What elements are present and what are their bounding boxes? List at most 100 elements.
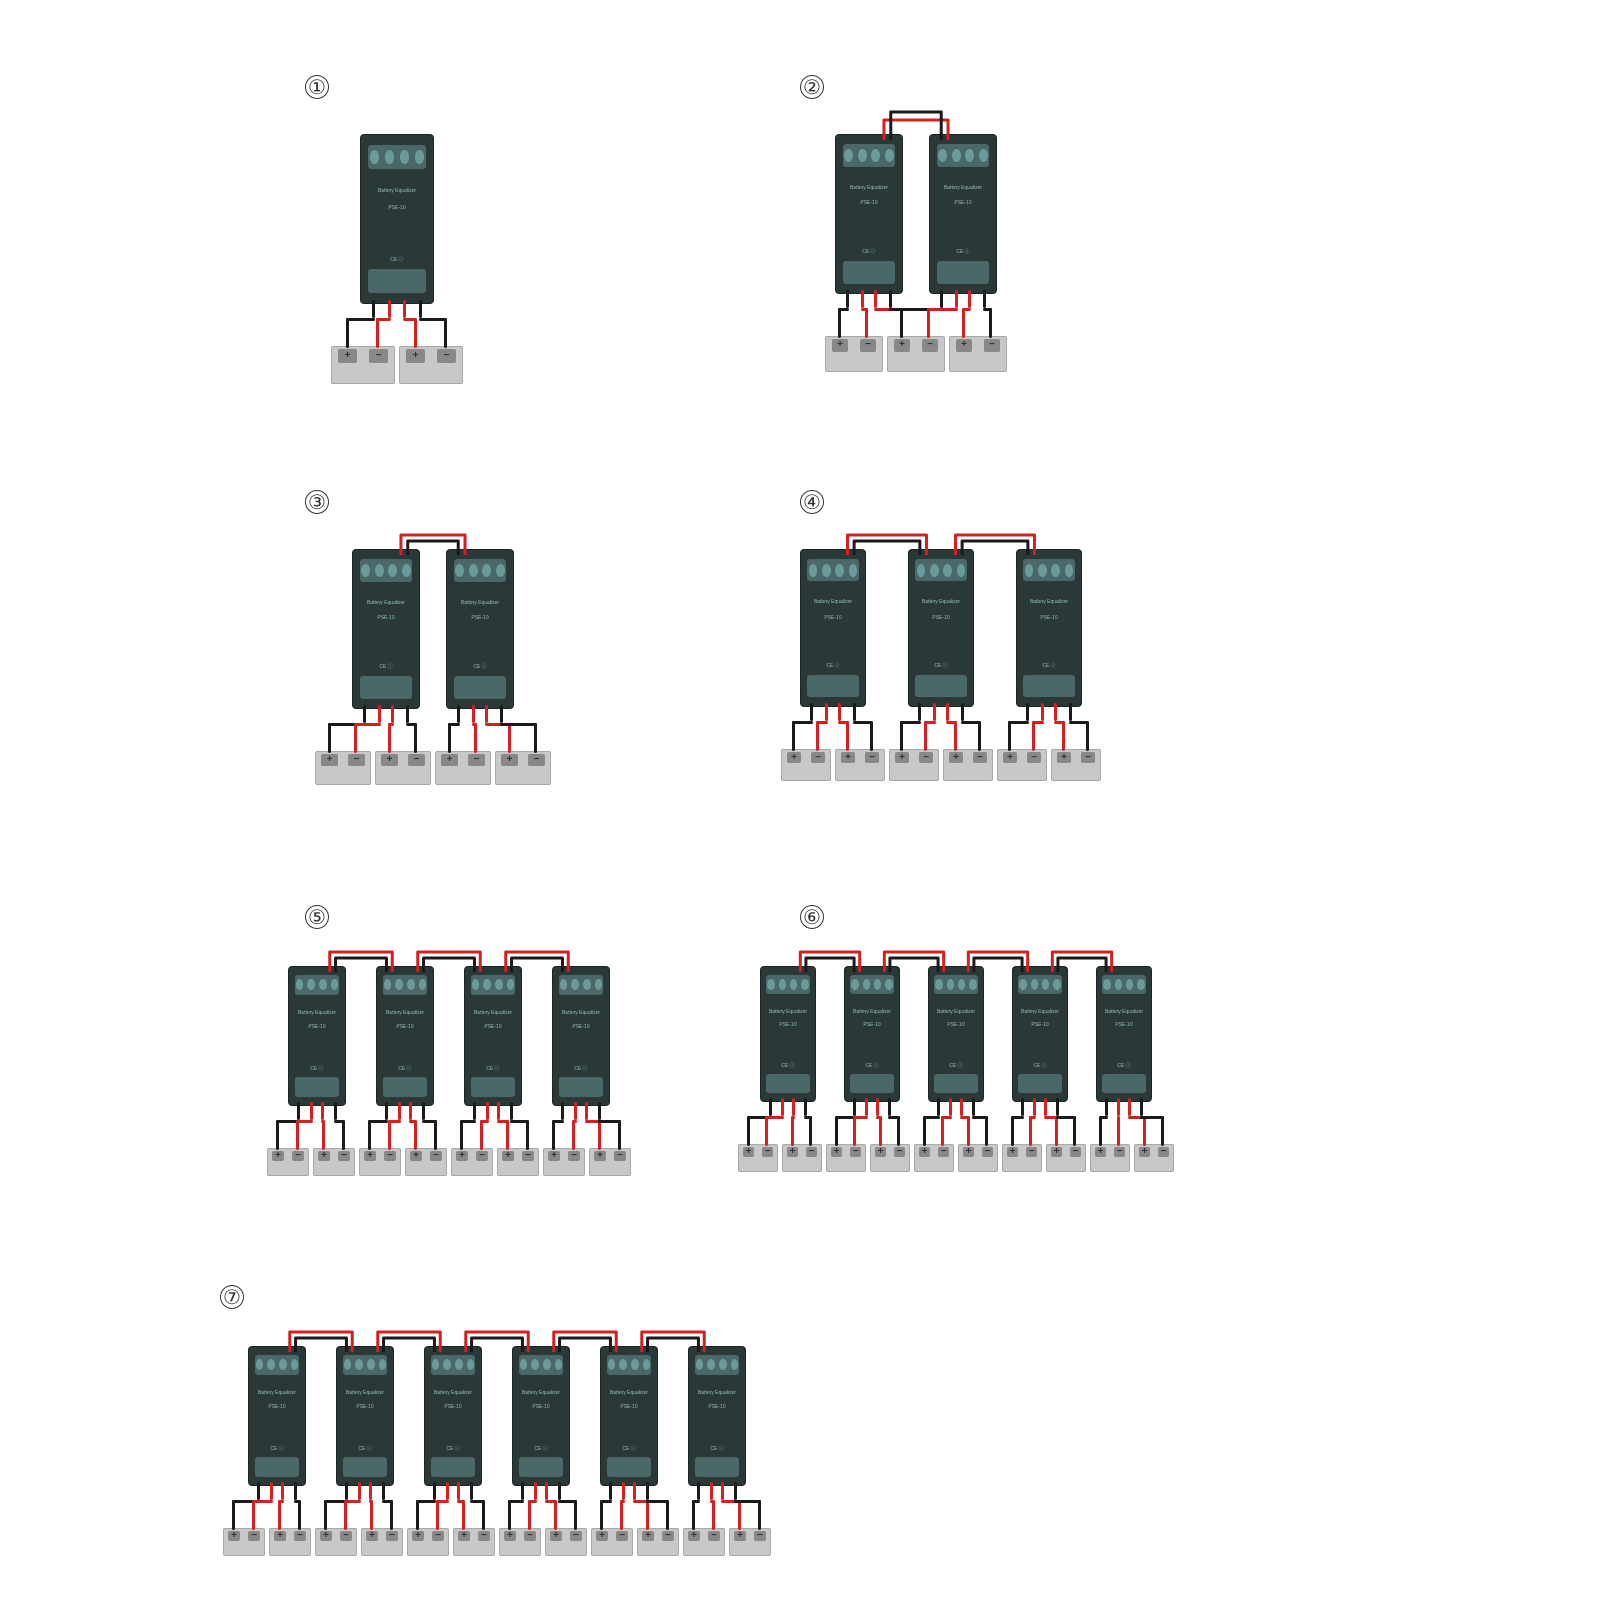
battery-terminal-minus: − [292,1151,304,1161]
module-label: Battery Equalizer [1097,1010,1151,1015]
equalizer-module: Battery EqualizerPSE-10CE ⓘ [835,134,903,294]
equalizer-module: Battery EqualizerPSE-10CE ⓘ [600,1346,658,1486]
wire-red [414,318,417,348]
wire-black [940,290,943,308]
wire-red [354,723,357,753]
wire-red [853,1116,856,1146]
wire-red [846,721,849,751]
module-label: Battery Equalizer [689,1391,745,1396]
wire-black [334,1102,337,1120]
battery-terminal-plus: + [956,339,973,352]
wire-red [1044,1098,1047,1116]
wire-black [600,1500,603,1530]
module-ce-mark: CE ⓘ [1097,1064,1151,1069]
wire-red [924,721,927,751]
wire-red [874,290,877,308]
wire-black [298,1500,301,1530]
wire-red [480,1120,483,1150]
wire-black [457,705,460,723]
wire-red [710,1482,713,1500]
wire-black [853,703,856,721]
top-link-wire [736,942,1132,976]
equalizer-module: Battery Equalizer PSE-10 CE ⓘ [424,1346,482,1486]
wire-black [758,1500,761,1530]
battery-terminal-plus: + [412,1531,424,1541]
battery-terminal-plus: + [1095,1147,1106,1157]
wire-red [620,1500,623,1530]
module-model: PSE-10 [425,1405,481,1410]
module-model: PSE-10 [353,616,419,621]
wire-black [1026,703,1029,721]
module-ce-mark: CE ⓘ [447,665,513,670]
battery: +− [315,751,371,785]
wire-black [328,723,331,753]
wire-black [1008,721,1011,751]
equalizer-module: Battery EqualizerPSE-10CE ⓘ [908,549,974,707]
battery: +− [495,751,551,785]
wire-red [252,1500,273,1503]
config-label-6: ⑥ [800,905,824,929]
module-label: Battery Equalizer [425,1391,481,1396]
module-ce-mark: CE ⓘ [425,1447,481,1452]
module-model: PSE-10 [1017,616,1081,621]
wire-red [388,300,391,318]
battery-terminal-minus: − [806,1147,817,1157]
wire-red [462,1500,465,1530]
wire-black [345,1482,348,1500]
module-model: PSE-10 [249,1405,305,1410]
battery-terminal-minus: − [386,1531,398,1541]
wire-black [897,1116,900,1146]
module-ce-mark: CE ⓘ [689,1447,745,1452]
battery: +− [825,336,883,372]
battery: +− [949,336,1007,372]
equalizer-module: Battery EqualizerPSE-10CE ⓘ [352,549,420,709]
wire-black [419,318,446,321]
wire-black [609,1482,612,1500]
battery-terminal-minus: − [1027,752,1041,763]
module-ce-mark: CE ⓘ [909,664,973,669]
battery-terminal-plus: + [787,1147,798,1157]
wire-red [721,1482,724,1500]
battery-terminal-plus: + [318,1151,330,1161]
wire-black [1011,1116,1014,1146]
wire-red [486,1102,489,1120]
wire-red [1062,721,1065,751]
wire-black [276,1120,279,1150]
module-model: PSE-10 [1013,1023,1067,1028]
battery-terminal-minus: − [338,1151,350,1161]
module-ce-mark: CE ⓘ [465,1067,521,1072]
wire-black [1073,1116,1076,1146]
wire-black [747,1116,750,1146]
battery-terminal-minus: − [919,752,933,763]
wire-black [853,1098,856,1116]
wire-red [278,1500,281,1530]
wire-black [460,1120,463,1150]
battery-terminal-plus: + [456,1151,468,1161]
battery-terminal-plus: + [594,1151,606,1161]
battery: +− [835,749,885,781]
battery-terminal-minus: − [568,1151,580,1161]
module-label: Battery Equalizer [845,1010,899,1015]
module-ce-mark: CE ⓘ [353,665,419,670]
battery-terminal-minus: − [984,339,1001,352]
battery: +− [545,1528,587,1556]
wire-red [585,1102,588,1120]
battery: +− [870,1144,910,1172]
wire-black [1086,721,1089,751]
module-label: Battery Equalizer [553,1011,609,1016]
wire-red [946,703,949,721]
wire-black [989,308,992,338]
battery: +− [435,751,491,785]
wire-black [1099,1116,1102,1146]
wire-red [838,703,841,721]
wire-black [1021,1098,1024,1116]
module-model: PSE-10 [601,1405,657,1410]
battery: +− [958,1144,998,1172]
battery-terminal-plus: + [501,754,517,766]
wire-black [769,1098,772,1116]
equalizer-module: Battery EqualizerPSE-10CE ⓘ [929,134,997,294]
top-link-wire [262,942,588,976]
wire-red [574,1102,577,1120]
battery-terminal-plus: + [895,752,909,763]
battery: +− [359,1148,401,1176]
